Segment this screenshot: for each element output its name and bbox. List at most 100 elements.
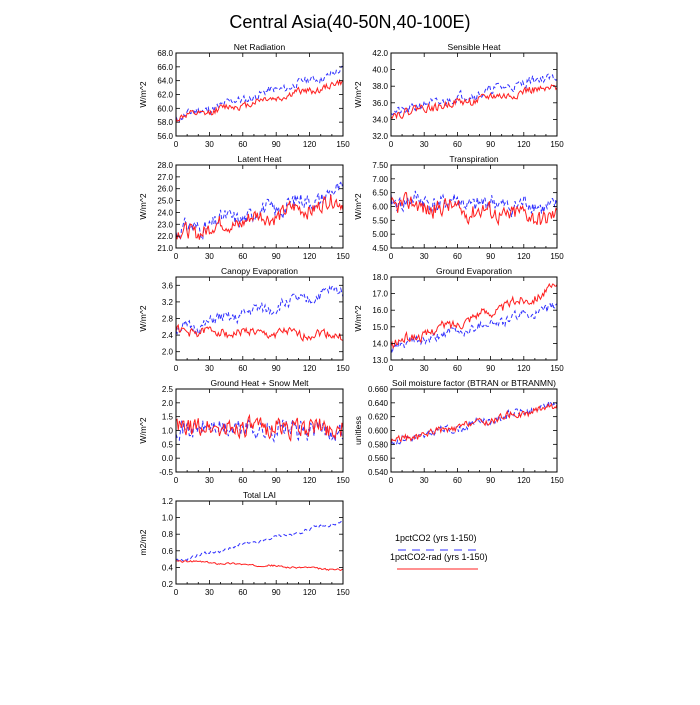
panel-5-ytick-label-4: 17.0 (372, 290, 388, 299)
panel-4-xtick-label-2: 60 (238, 364, 247, 373)
panel-1-xtick-label-5: 150 (550, 140, 564, 149)
panel-4-frame (175, 276, 344, 361)
panel-2-ytick-label-4: 25.0 (157, 197, 173, 206)
panel-5-series-0-line (390, 302, 558, 354)
panel-8-title: Total LAI (243, 490, 276, 500)
panel-1-ytick-label-3: 38.0 (372, 82, 388, 91)
panel-0-xtick-label-3: 90 (272, 140, 281, 149)
panel-2-ytick-label-5: 26.0 (157, 185, 173, 194)
panel-2-ylabel: W/m^2 (138, 193, 148, 219)
panel-4-ytick-label-2: 2.8 (162, 315, 174, 324)
panel-3-ytick-label-4: 6.50 (372, 189, 388, 198)
panel-0-title: Net Radiation (234, 42, 286, 52)
panel-0-ytick-label-5: 66.0 (157, 63, 173, 72)
panel-4-ytick-label-3: 3.2 (162, 298, 174, 307)
panel-8-ytick-label-0: 0.2 (162, 580, 174, 589)
panel-2-xtick-label-1: 30 (205, 252, 214, 261)
panel-5-xtick-label-5: 150 (550, 364, 564, 373)
panel-2-title: Latent Heat (238, 154, 283, 164)
panel-7-title: Soil moisture factor (BTRAN or BTRANMN) (392, 378, 556, 388)
panel-3-xtick-label-5: 150 (550, 252, 564, 261)
panel-8-series-1-line (175, 560, 344, 572)
panel-1-xtick-label-2: 60 (453, 140, 462, 149)
panel-3-ytick-label-2: 5.50 (372, 216, 388, 225)
panel-0-xtick-label-2: 60 (238, 140, 247, 149)
panel-6-xtick-label-2: 60 (238, 476, 247, 485)
panel-5-ytick-label-1: 14.0 (372, 339, 388, 348)
panel-6-ytick-label-3: 1.0 (162, 427, 174, 436)
panel-3-ytick-label-1: 5.00 (372, 230, 388, 239)
panel-0-ylabel: W/m^2 (138, 81, 148, 107)
panel-2-xtick-label-3: 90 (272, 252, 281, 261)
panel-1-xtick-label-0: 0 (389, 140, 394, 149)
panel-7-series-1-line (390, 402, 558, 443)
panel-7-frame (390, 388, 558, 473)
panel-2-ytick-label-2: 23.0 (157, 220, 173, 229)
panel-0-ytick-label-2: 60.0 (157, 104, 173, 113)
panel-8-series-0-line (175, 520, 344, 562)
panel-5-ytick-label-2: 15.0 (372, 323, 388, 332)
panel-0-xtick-label-0: 0 (174, 140, 179, 149)
panel-3-series-0-line (390, 190, 558, 218)
panel-2-ytick-label-1: 22.0 (157, 232, 173, 241)
panel-3-xtick-label-4: 120 (517, 252, 531, 261)
panel-3-xtick-label-1: 30 (420, 252, 429, 261)
panel-6-series-1-line (175, 413, 344, 442)
panel-7-ytick-label-6: 0.660 (368, 385, 389, 394)
panel-3-series-1-line (390, 191, 558, 227)
panel-7-xtick-label-0: 0 (389, 476, 394, 485)
panel-6-xtick-label-0: 0 (174, 476, 179, 485)
panel-5-ytick-label-5: 18.0 (372, 273, 388, 282)
panel-8-xtick-label-4: 120 (303, 588, 317, 597)
panel-7-xtick-label-5: 150 (550, 476, 564, 485)
panel-1-xtick-label-1: 30 (420, 140, 429, 149)
panel-5-title: Ground Evaporation (436, 266, 512, 276)
panel-6-xtick-label-3: 90 (272, 476, 281, 485)
panel-1-xtick-label-4: 120 (517, 140, 531, 149)
panel-6-ytick-label-2: 0.5 (162, 440, 174, 449)
panel-8-xtick-label-0: 0 (174, 588, 179, 597)
panel-6-ylabel: W/m^2 (138, 417, 148, 443)
panel-5-xtick-label-3: 90 (486, 364, 495, 373)
panel-7-ytick-label-1: 0.560 (368, 454, 389, 463)
panel-7-ytick-label-5: 0.640 (368, 399, 389, 408)
panel-8-xtick-label-5: 150 (336, 588, 350, 597)
panel-1-ytick-label-0: 32.0 (372, 132, 388, 141)
panel-2-ytick-label-7: 28.0 (157, 161, 173, 170)
panel-6-xtick-label-4: 120 (303, 476, 317, 485)
panel-4-ylabel: W/m^2 (138, 305, 148, 331)
panel-6-xtick-label-5: 150 (336, 476, 350, 485)
panel-7-xtick-label-3: 90 (486, 476, 495, 485)
panel-3-xtick-label-2: 60 (453, 252, 462, 261)
panel-4-series-0-line (175, 285, 344, 336)
panel-6-xtick-label-1: 30 (205, 476, 214, 485)
panel-3-ytick-label-6: 7.50 (372, 161, 388, 170)
panel-7-ytick-label-0: 0.540 (368, 468, 389, 477)
panel-8-xtick-label-3: 90 (272, 588, 281, 597)
panel-6-ytick-label-0: -0.5 (159, 468, 173, 477)
panel-5-ytick-label-3: 16.0 (372, 306, 388, 315)
legend-label-0: 1pctCO2 (yrs 1-150) (395, 533, 477, 543)
panel-2-ytick-label-0: 21.0 (157, 244, 173, 253)
panel-2-xtick-label-4: 120 (303, 252, 317, 261)
panel-0-frame (175, 52, 344, 137)
panel-8-ytick-label-2: 0.6 (162, 547, 174, 556)
panel-4-xtick-label-3: 90 (272, 364, 281, 373)
panel-6-ytick-label-4: 1.5 (162, 413, 174, 422)
panel-8-ytick-label-4: 1.0 (162, 514, 174, 523)
panel-1-title: Sensible Heat (448, 42, 502, 52)
panel-2-series-1-line (175, 194, 344, 240)
panel-7-ytick-label-4: 0.620 (368, 413, 389, 422)
panel-2-ytick-label-6: 27.0 (157, 173, 173, 182)
panel-7-ytick-label-3: 0.600 (368, 427, 389, 436)
panel-7-ylabel: unitless (353, 416, 363, 445)
panel-4-series-1-line (175, 323, 344, 342)
panel-6-title: Ground Heat + Snow Melt (210, 378, 309, 388)
figure-title: Central Asia(40-50N,40-100E) (229, 12, 470, 32)
panel-7-ytick-label-2: 0.580 (368, 440, 389, 449)
panel-0-ytick-label-1: 58.0 (157, 118, 173, 127)
legend-label-1: 1pctCO2-rad (yrs 1-150) (390, 552, 488, 562)
panel-4-title: Canopy Evaporation (221, 266, 298, 276)
panel-1-ytick-label-2: 36.0 (372, 99, 388, 108)
